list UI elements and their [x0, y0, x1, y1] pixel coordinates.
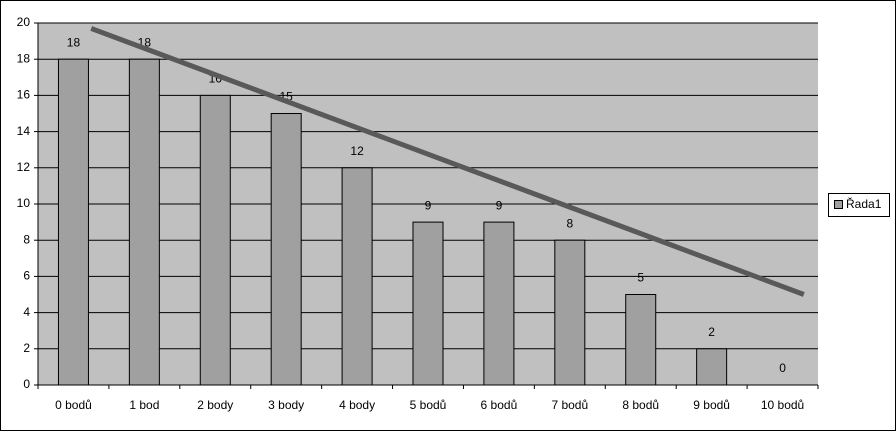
- data-label: 9: [496, 198, 503, 212]
- y-tick-label: 20: [17, 15, 31, 29]
- bar: [270, 113, 302, 386]
- x-tick-label: 1 bod: [129, 398, 159, 412]
- x-tick-label: 4 body: [339, 398, 375, 412]
- data-label: 18: [67, 35, 81, 49]
- y-tick-label: 10: [17, 196, 31, 210]
- legend-label: Řada1: [846, 196, 882, 211]
- y-tick-label: 14: [17, 124, 31, 138]
- x-tick-label: 3 body: [268, 398, 304, 412]
- y-tick-label: 16: [17, 88, 31, 102]
- y-tick-label: 18: [17, 51, 31, 65]
- data-label: 0: [779, 361, 786, 375]
- bar: [625, 294, 657, 386]
- x-tick-label: 10 bodů: [761, 398, 804, 412]
- y-tick-label: 4: [23, 305, 30, 319]
- data-label: 2: [708, 325, 715, 339]
- data-label: 5: [637, 271, 644, 285]
- legend-box: [828, 193, 890, 217]
- legend: Řada1: [828, 193, 890, 217]
- x-tick-label: 0 bodů: [55, 398, 92, 412]
- bar: [57, 58, 89, 386]
- bar: [696, 348, 728, 386]
- bar: [483, 221, 515, 386]
- bar: [128, 58, 160, 386]
- y-tick-label: 8: [23, 232, 30, 246]
- y-tick-label: 6: [23, 269, 30, 283]
- trendline: [90, 26, 805, 297]
- y-tick-label: 2: [23, 341, 30, 355]
- x-tick-label: 5 bodů: [410, 398, 447, 412]
- legend-swatch: [834, 200, 843, 209]
- data-label: 8: [566, 216, 573, 230]
- x-tick-label: 6 bodů: [481, 398, 518, 412]
- y-tick-label: 0: [23, 377, 30, 391]
- x-tick-label: 7 bodů: [551, 398, 588, 412]
- bar: [199, 94, 231, 386]
- data-label: 12: [350, 144, 364, 158]
- data-label: 9: [425, 198, 432, 212]
- x-tick-label: 2 body: [197, 398, 233, 412]
- x-tick-label: 9 bodů: [693, 398, 730, 412]
- bar: [554, 239, 586, 386]
- x-tick-label: 8 bodů: [622, 398, 659, 412]
- bar: [412, 221, 444, 386]
- y-tick-label: 12: [17, 160, 31, 174]
- bar: [341, 167, 373, 386]
